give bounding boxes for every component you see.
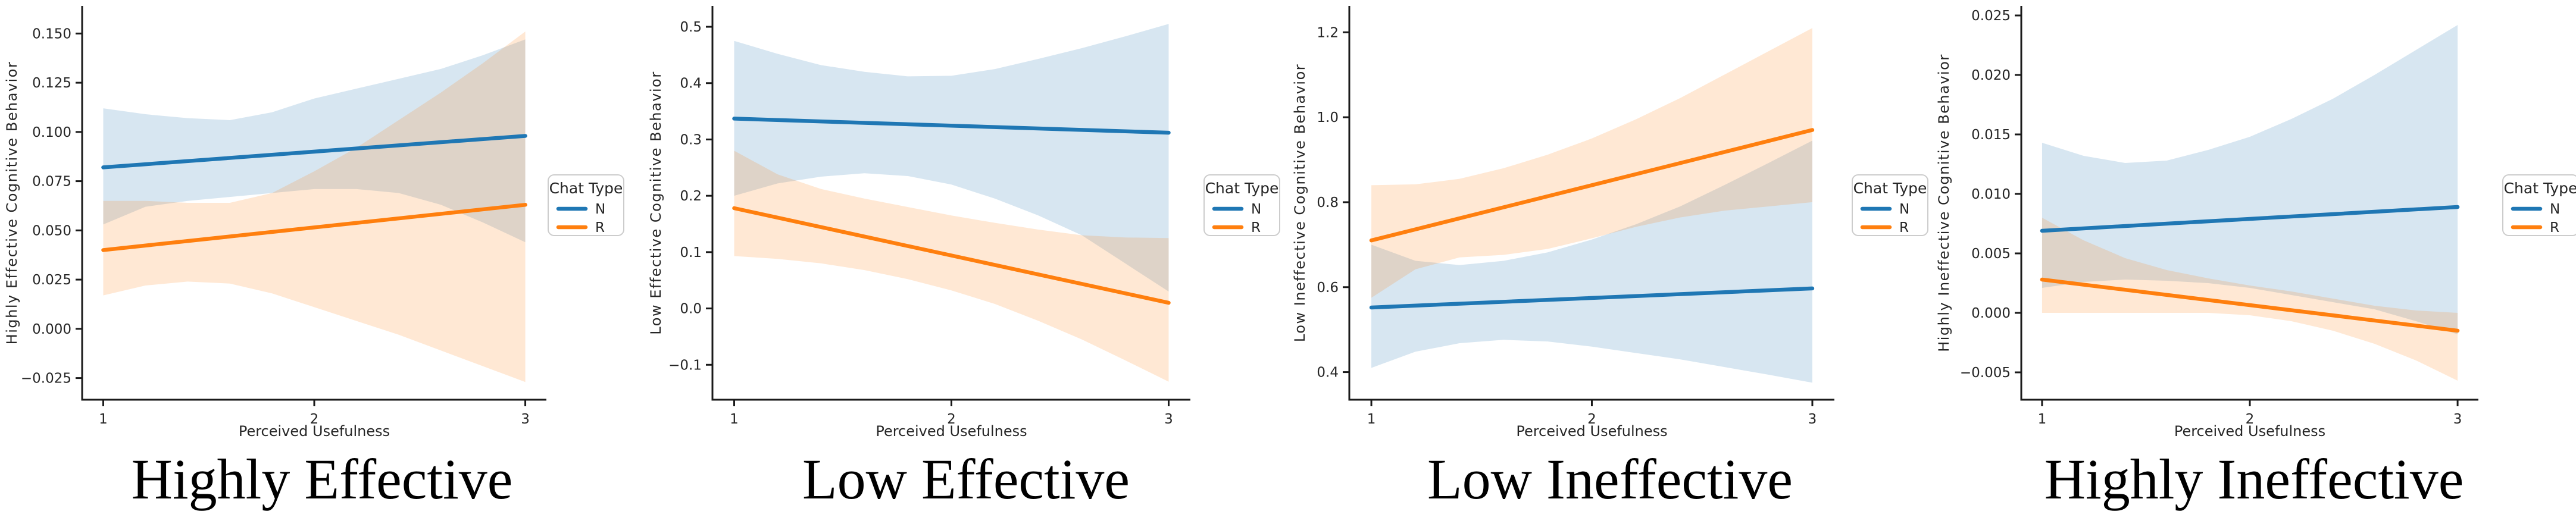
x-tick-label: 3: [1164, 412, 1173, 427]
chart-canvas-low-ineffective: 1 2 3 0.4 0.6 0.8 1.0 1.2 Perceived Usefulness Lo…: [1292, 6, 1928, 440]
y-tick-label: 1.0: [1317, 110, 1339, 126]
legend-box: [1203, 174, 1280, 236]
regression-line-n: [101, 134, 527, 170]
y-tick-label: 0.0: [680, 302, 702, 317]
regression-line-r: [2040, 277, 2460, 333]
legend: Chat Type NR: [548, 174, 624, 236]
y-tick-label: 0.000: [1971, 306, 2011, 321]
y-tick-label: 0.3: [680, 132, 702, 148]
chart-caption: Highly Ineffective: [2044, 447, 2464, 511]
y-tick-label: 0.4: [680, 76, 702, 92]
chart-panel-highly-effective: 1 2 3 −0.025 0.000 0.025 0.050 0.075 0.100 0.125 0…: [0, 0, 644, 527]
y-tick-label: 0.075: [32, 174, 71, 190]
legend-title: Chat Type: [549, 180, 623, 197]
ci-band-r: [2042, 218, 2458, 381]
legend-title: Chat Type: [1205, 180, 1279, 197]
y-tick-label: 0.100: [32, 125, 71, 140]
y-tick-label: 0.125: [32, 76, 71, 91]
x-tick-label: 1: [730, 412, 739, 427]
y-tick-label: 0.4: [1317, 365, 1339, 381]
y-tick-label: 0.015: [1971, 127, 2011, 143]
chart-caption: Highly Effective: [131, 447, 513, 511]
x-tick-label: 2: [310, 412, 319, 427]
y-axis-label: Highly Effective Cognitive Behavior: [4, 61, 20, 345]
legend: Chat Type NR: [2502, 174, 2576, 236]
y-tick-label: 0.005: [1971, 246, 2011, 262]
ci-band-n: [1371, 140, 1812, 383]
legend-label-r: R: [1251, 220, 1261, 236]
y-tick-label: 0.8: [1317, 195, 1339, 211]
x-tick-label: 1: [99, 412, 108, 427]
ci-band-r: [734, 150, 1169, 382]
legend-label-n: N: [595, 202, 605, 217]
y-axis-label: Highly Ineffective Cognitive Behavior: [1936, 54, 1952, 352]
chart-canvas-highly-ineffective: 1 2 3 −0.005 0.000 0.005 0.010 0.015 0.020 0.025 P…: [1936, 6, 2576, 440]
ci-band-r: [1371, 28, 1812, 298]
y-tick-label: 0.025: [1971, 8, 2011, 24]
x-tick-label: 2: [947, 412, 956, 427]
regression-line-r: [732, 206, 1171, 305]
regression-line-n: [2040, 205, 2460, 233]
regression-line-r: [101, 203, 527, 252]
y-tick-label: 0.050: [32, 223, 71, 239]
y-tick-label: 0.6: [1317, 280, 1339, 296]
regression-line-n: [732, 117, 1171, 135]
y-tick-label: 1.2: [1317, 25, 1339, 40]
chart-canvas-low-effective: 1 2 3 −0.1 0.0 0.1 0.2 0.3 0.4 0.5 Perceived Usefu…: [648, 6, 1280, 440]
legend-box: [1852, 174, 1928, 236]
x-axis-label: Perceived Usefulness: [239, 423, 390, 440]
y-tick-label: 0.1: [680, 245, 702, 261]
legend-label-r: R: [2550, 220, 2559, 236]
legend-label-r: R: [1899, 220, 1909, 236]
y-axis-label: Low Ineffective Cognitive Behavior: [1292, 64, 1308, 342]
legend: Chat Type NR: [1203, 174, 1280, 236]
legend-label-n: N: [1251, 202, 1261, 217]
ci-band-r: [103, 32, 526, 382]
x-tick-label: 3: [521, 412, 530, 427]
ci-band-n: [103, 39, 526, 243]
y-axis-label: Low Effective Cognitive Behavior: [648, 71, 664, 334]
legend-label-n: N: [2550, 202, 2560, 217]
chart-panel-highly-ineffective: 1 2 3 −0.005 0.000 0.005 0.010 0.015 0.020 0.025 P…: [1932, 0, 2576, 527]
y-tick-label: 0.020: [1971, 68, 2011, 83]
x-tick-label: 3: [2453, 412, 2462, 427]
legend: Chat Type NR: [1852, 174, 1928, 236]
x-tick-label: 2: [2246, 412, 2255, 427]
y-tick-label: 0.5: [680, 20, 702, 35]
y-tick-label: 0.000: [32, 322, 71, 337]
ci-band-n: [734, 24, 1169, 292]
y-tick-label: −0.025: [21, 371, 71, 387]
x-axis-label: Perceived Usefulness: [1516, 423, 1667, 440]
regression-line-r: [1369, 128, 1815, 243]
chart-panel-low-ineffective: 1 2 3 0.4 0.6 0.8 1.0 1.2 Perceived Usefulness Lo…: [1288, 0, 1932, 527]
chart-caption: Low Ineffective: [1427, 447, 1793, 511]
y-tick-label: −0.1: [668, 357, 702, 373]
legend-title: Chat Type: [1853, 180, 1927, 197]
legend-label-r: R: [595, 220, 605, 236]
chart-panel-low-effective: 1 2 3 −0.1 0.0 0.1 0.2 0.3 0.4 0.5 Perceived Usefu…: [644, 0, 1288, 527]
legend-box: [548, 174, 624, 236]
legend-title: Chat Type: [2504, 180, 2576, 197]
x-tick-label: 2: [1587, 412, 1596, 427]
chart-canvas-highly-effective: 1 2 3 −0.025 0.000 0.025 0.050 0.075 0.100 0.125 0…: [4, 6, 624, 440]
x-tick-label: 1: [1367, 412, 1376, 427]
y-tick-label: 0.2: [680, 189, 702, 204]
y-tick-label: 0.150: [32, 26, 71, 42]
x-tick-label: 3: [1808, 412, 1817, 427]
legend-label-n: N: [1899, 202, 1909, 217]
legend-box: [2502, 174, 2576, 236]
regression-line-n: [1369, 286, 1815, 310]
chart-caption: Low Effective: [802, 447, 1130, 511]
y-tick-label: 0.010: [1971, 187, 2011, 202]
x-tick-label: 1: [2038, 412, 2047, 427]
y-tick-label: 0.025: [32, 272, 71, 288]
x-axis-label: Perceived Usefulness: [876, 423, 1027, 440]
ci-band-n: [2042, 25, 2458, 334]
x-axis-label: Perceived Usefulness: [2174, 423, 2325, 440]
y-tick-label: −0.005: [1960, 365, 2011, 381]
